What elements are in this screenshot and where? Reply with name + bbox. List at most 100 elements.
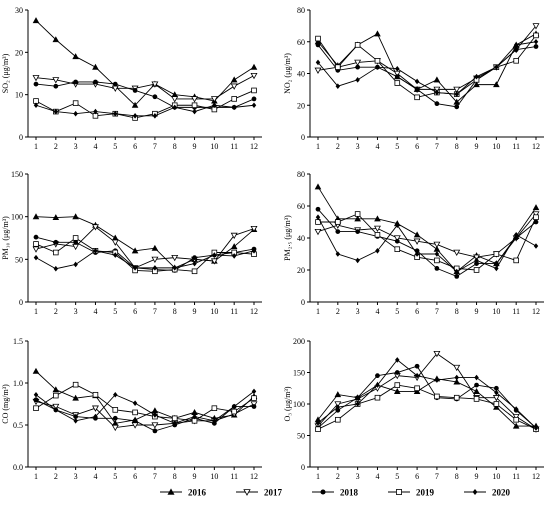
legend-label: 2019: [416, 488, 435, 498]
data-point-2017: [171, 254, 179, 262]
data-point-2020: [494, 389, 499, 396]
data-point-2017: [171, 96, 179, 103]
x-tick-label: 8: [455, 307, 459, 316]
y-tick-label: 0.5: [13, 421, 23, 430]
data-point-2020: [172, 420, 177, 427]
x-tick-label: 11: [512, 472, 520, 481]
data-point-2018: [251, 96, 257, 102]
data-point-2020: [335, 251, 341, 257]
y-tick-label: 100: [11, 213, 23, 222]
series-line-2020: [317, 41, 537, 95]
x-tick-label: 5: [113, 142, 117, 151]
data-point-2018: [414, 86, 420, 92]
data-point-2018: [315, 42, 321, 48]
data-point-2017: [52, 403, 60, 411]
x-tick-label: 5: [395, 307, 399, 316]
data-point-2020: [513, 232, 519, 238]
data-point-2019: [533, 214, 539, 220]
data-point-2016: [473, 387, 480, 394]
data-point-2020: [152, 412, 158, 418]
data-point-2019: [414, 385, 420, 392]
data-point-2018: [355, 229, 361, 234]
data-point-2017: [532, 23, 540, 30]
x-tick-label: 1: [34, 472, 38, 481]
x-tick-label: 4: [375, 472, 379, 481]
x-tick-label: 10: [210, 142, 218, 151]
x-tick-label: 3: [74, 472, 78, 481]
data-point-2020: [152, 265, 158, 271]
data-point-2019: [513, 58, 519, 64]
legend-marker-2019: [396, 489, 402, 495]
x-tick-label: 1: [316, 142, 320, 151]
x-tick-label: 6: [415, 307, 419, 316]
x-tick-label: 3: [74, 142, 78, 151]
data-point-2020: [251, 388, 257, 395]
x-tick-label: 12: [250, 472, 258, 481]
x-tick-label: 2: [336, 142, 340, 151]
data-point-2020: [231, 104, 237, 111]
y-tick-label: 10: [15, 91, 23, 100]
data-point-2020: [192, 260, 197, 267]
x-tick-label: 4: [93, 142, 97, 151]
data-point-2019: [72, 235, 79, 241]
data-point-2019: [315, 35, 321, 42]
data-point-2019: [33, 405, 39, 411]
data-point-2020: [355, 77, 360, 83]
data-point-2017: [111, 239, 119, 246]
x-tick-label: 5: [395, 142, 399, 151]
data-point-2016: [493, 403, 500, 410]
x-tick-label: 1: [34, 142, 38, 151]
legend-marker-2020: [472, 489, 478, 495]
data-point-2020: [375, 382, 380, 388]
data-point-2016: [433, 76, 441, 83]
x-tick-label: 10: [492, 142, 500, 151]
x-tick-label: 12: [250, 142, 258, 151]
data-point-2017: [111, 424, 119, 432]
data-point-2019: [72, 100, 79, 106]
data-point-2018: [112, 415, 118, 421]
data-point-2017: [230, 83, 238, 90]
data-point-2020: [132, 400, 138, 406]
x-tick-label: 3: [356, 472, 360, 481]
data-point-2017: [512, 413, 520, 421]
data-point-2020: [454, 268, 459, 275]
data-point-2019: [354, 211, 361, 217]
y-axis-label: PM₁₀ (μg/m³): [1, 216, 10, 260]
data-point-2017: [210, 258, 218, 265]
data-point-2017: [393, 235, 401, 242]
series-line-2020: [35, 391, 255, 424]
series-line-2018: [317, 365, 537, 429]
data-point-2016: [151, 244, 159, 251]
x-tick-label: 4: [93, 472, 97, 481]
data-point-2020: [212, 102, 217, 109]
data-point-2016: [131, 101, 139, 108]
data-point-2017: [433, 86, 441, 93]
data-point-2020: [53, 407, 59, 413]
series-line-2017: [35, 226, 255, 269]
data-point-2020: [494, 64, 499, 70]
data-point-2019: [112, 407, 119, 413]
data-point-2020: [395, 357, 400, 363]
series-line-2020: [317, 359, 537, 429]
data-point-2016: [532, 204, 540, 211]
y-axis-label: SO₂ (μg/m³): [1, 53, 10, 93]
x-tick-label: 11: [230, 142, 238, 151]
data-point-2016: [354, 215, 361, 222]
data-point-2019: [533, 32, 539, 39]
data-point-2020: [172, 265, 177, 271]
data-point-2016: [413, 231, 421, 238]
data-point-2020: [474, 374, 479, 381]
data-point-2016: [374, 30, 381, 37]
data-point-2020: [212, 252, 217, 258]
data-point-2020: [315, 59, 321, 66]
data-point-2020: [315, 420, 321, 426]
data-point-2020: [414, 251, 420, 257]
data-point-2018: [335, 229, 341, 234]
data-point-2020: [355, 257, 360, 264]
data-point-2016: [131, 247, 139, 254]
series-line-2019: [317, 384, 537, 430]
legend-label: 2017: [264, 488, 283, 498]
data-point-2018: [53, 239, 59, 245]
y-axis-label: PM₂.₅ (μg/m³): [283, 215, 292, 261]
series-line-2017: [317, 25, 537, 90]
